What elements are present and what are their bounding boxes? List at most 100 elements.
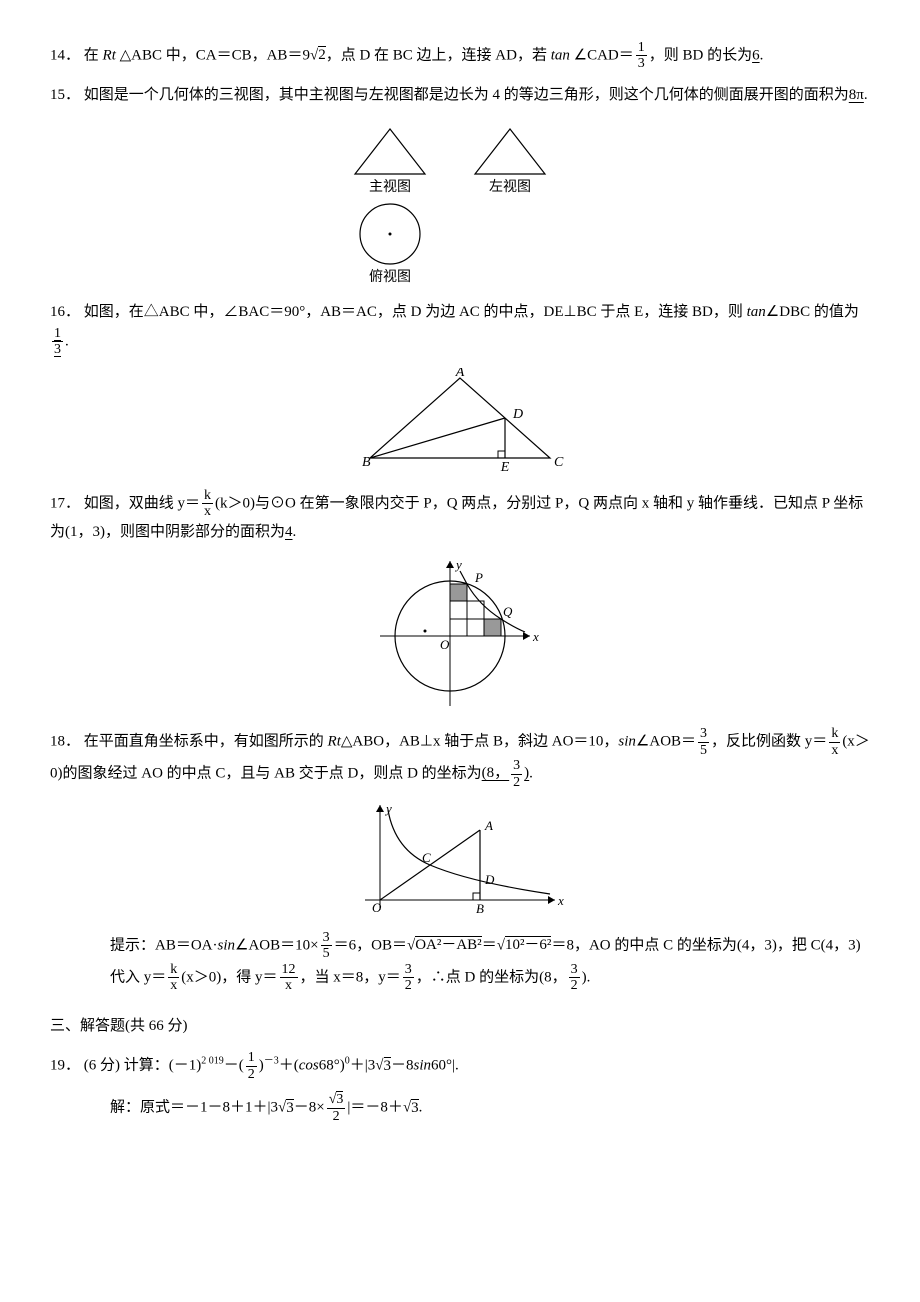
answer: 8π xyxy=(849,87,864,103)
text: . xyxy=(419,1100,423,1116)
svg-text:A: A xyxy=(484,818,493,833)
fraction: 12x xyxy=(280,962,298,994)
svg-text:Q: Q xyxy=(503,604,513,619)
text: 如图是一个几何体的三视图，其中主视图与左视图都是边长为 4 的等边三角形，则这个… xyxy=(84,87,849,103)
text: (x＞0)，得 y＝ xyxy=(181,969,277,985)
section-3-header: 三、解答题(共 66 分) xyxy=(50,1013,870,1040)
text: 在 xyxy=(84,47,103,63)
text: 如图，双曲线 y＝ xyxy=(84,495,200,511)
sqrt: √OA²－AB² xyxy=(407,936,482,953)
exponent: 2 019 xyxy=(201,1056,224,1067)
three-views-diagram: 主视图 左视图 俯视图 xyxy=(330,119,590,289)
section-title: 三、解答题(共 66 分) xyxy=(50,1018,188,1034)
problem-17: 17． 如图，双曲线 y＝kx(k＞0)与⊙O 在第一象限内交于 P，Q 两点，… xyxy=(50,488,870,547)
problem-14: 14． 在 Rt △ABC 中，CA＝CB，AB＝9√2，点 D 在 BC 边上… xyxy=(50,40,870,72)
text: . xyxy=(760,47,764,63)
fraction: √32 xyxy=(327,1092,346,1124)
svg-text:P: P xyxy=(474,570,483,585)
text: △ABO，AB⊥x 轴于点 B，斜边 AO＝10， xyxy=(341,734,619,750)
fraction: 32 xyxy=(403,962,414,994)
figure-18: O A B C D x y xyxy=(50,800,870,920)
text: ，则 BD 的长为 xyxy=(649,47,752,63)
text: 计算：(－1) xyxy=(124,1058,202,1074)
points: (6 分) xyxy=(84,1058,120,1074)
text: ，反比例函数 y＝ xyxy=(711,734,827,750)
problem-16: 16． 如图，在△ABC 中，∠BAC＝90°，AB＝AC，点 D 为边 AC … xyxy=(50,299,870,358)
problem-18-hint: 提示：AB＝OA·sin∠AOB＝10×35＝6，OB＝√OA²－AB²＝√10… xyxy=(50,930,870,994)
text: ＝ xyxy=(482,937,497,953)
problem-number: 18． xyxy=(50,734,80,750)
text: 如图，在△ABC 中，∠BAC＝90°，AB＝AC，点 D 为边 AC 的中点，… xyxy=(84,304,747,320)
tan-label: tan xyxy=(551,47,570,63)
text: ∠AOB＝ xyxy=(636,734,696,750)
rt-label: Rt xyxy=(328,734,341,750)
svg-text:B: B xyxy=(362,455,371,470)
problem-19: 19． (6 分) 计算：(－1)2 019－(12)－3＋(cos68°)0＋… xyxy=(50,1050,870,1082)
problem-number: 17． xyxy=(50,495,80,511)
text: . xyxy=(529,765,533,781)
text: ，点 D 在 BC 边上，连接 AD，若 xyxy=(326,47,551,63)
svg-text:O: O xyxy=(372,900,382,915)
coordinate-diagram: O A B C D x y xyxy=(350,800,570,920)
text: ＋|3 xyxy=(350,1058,376,1074)
text: △ABC 中，CA＝CB，AB＝9 xyxy=(120,47,310,63)
hyperbola-circle-diagram: P Q O x y xyxy=(375,556,545,716)
cos-label: cos xyxy=(299,1058,319,1074)
sqrt: √2 xyxy=(310,46,326,63)
text: |＝－8＋ xyxy=(347,1100,403,1116)
tan-label: tan xyxy=(747,304,766,320)
answer: (8，32) xyxy=(482,765,530,781)
fraction: 35 xyxy=(321,930,332,962)
problem-18: 18． 在平面直角坐标系中，有如图所示的 Rt△ABO，AB⊥x 轴于点 B，斜… xyxy=(50,726,870,790)
svg-text:O: O xyxy=(440,637,450,652)
svg-text:C: C xyxy=(554,455,564,470)
problem-number: 15． xyxy=(50,87,80,103)
text: －8× xyxy=(294,1100,325,1116)
left-view-label: 左视图 xyxy=(489,179,531,195)
triangle-diagram: A B C D E xyxy=(350,368,570,478)
text: 原式＝－1－8＋1＋|3 xyxy=(140,1100,278,1116)
svg-text:C: C xyxy=(422,850,431,865)
sqrt: √10²－6² xyxy=(497,936,552,953)
sqrt: √3 xyxy=(375,1057,391,1074)
figure-17: P Q O x y xyxy=(50,556,870,716)
svg-text:A: A xyxy=(455,368,465,380)
rt-label: Rt xyxy=(103,47,116,63)
text: AB＝OA· xyxy=(155,937,218,953)
problem-15: 15． 如图是一个几何体的三视图，其中主视图与左视图都是边长为 4 的等边三角形… xyxy=(50,82,870,109)
text: ∠CAD＝ xyxy=(574,47,634,63)
fraction: 12 xyxy=(246,1050,257,1082)
problem-19-solution: 解：原式＝－1－8＋1＋|3√3－8×√32|＝－8＋√3. xyxy=(50,1092,870,1124)
problem-number: 14． xyxy=(50,47,80,63)
text: . xyxy=(65,333,69,349)
problem-number: 19． xyxy=(50,1058,80,1074)
fraction: kx xyxy=(829,726,840,758)
sin-label: sin xyxy=(218,937,236,953)
figure-15: 主视图 左视图 俯视图 xyxy=(50,119,870,289)
fraction: kx xyxy=(168,962,179,994)
text: ＝6，OB＝ xyxy=(334,937,407,953)
text: －8 xyxy=(391,1058,414,1074)
text: . xyxy=(293,524,297,540)
text: 60°|. xyxy=(431,1058,459,1074)
text: ，当 x＝8，y＝ xyxy=(300,969,401,985)
text: －( xyxy=(224,1058,244,1074)
text: ∠DBC 的值为 xyxy=(766,304,859,320)
exponent: －3 xyxy=(264,1056,279,1067)
solution-label: 解： xyxy=(110,1100,140,1116)
svg-text:x: x xyxy=(557,893,564,908)
text: . xyxy=(864,87,868,103)
svg-text:y: y xyxy=(384,801,392,816)
sin-label: sin xyxy=(414,1058,432,1074)
text: ). xyxy=(582,969,591,985)
svg-text:D: D xyxy=(484,872,495,887)
fraction: 35 xyxy=(698,726,709,758)
svg-text:B: B xyxy=(476,901,484,916)
sqrt: √3 xyxy=(278,1099,294,1116)
hint-label: 提示： xyxy=(110,937,155,953)
problem-number: 16． xyxy=(50,304,80,320)
text: ，∴点 D 的坐标为(8， xyxy=(416,969,567,985)
fraction: kx xyxy=(202,488,213,520)
answer-fraction: 32 xyxy=(511,758,522,790)
svg-text:D: D xyxy=(512,407,523,422)
